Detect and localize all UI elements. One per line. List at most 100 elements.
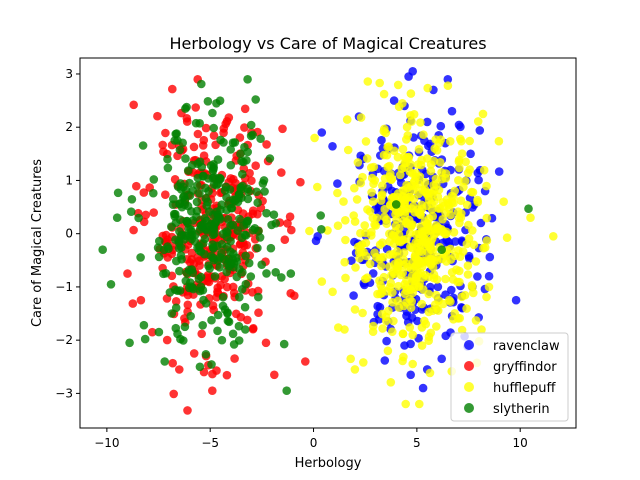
data-point — [270, 370, 279, 380]
y-tick-label: −3 — [55, 386, 73, 400]
data-point — [192, 197, 202, 207]
data-point — [209, 164, 218, 174]
data-point — [193, 129, 203, 139]
data-point — [361, 238, 371, 248]
y-tick-label: 1 — [65, 173, 73, 187]
data-point — [222, 117, 232, 126]
data-point — [138, 141, 148, 150]
data-point — [464, 220, 473, 230]
data-point — [407, 297, 417, 306]
data-point — [427, 205, 437, 214]
data-point — [213, 310, 223, 320]
data-point — [457, 149, 467, 158]
data-point — [207, 360, 216, 369]
data-point — [353, 242, 363, 252]
data-point — [212, 292, 221, 302]
data-point — [482, 236, 492, 245]
data-point — [405, 229, 415, 238]
data-point — [149, 188, 158, 198]
data-point — [179, 336, 188, 345]
data-point — [183, 406, 192, 415]
data-point — [301, 357, 310, 366]
data-point — [494, 136, 504, 146]
data-point — [240, 123, 249, 132]
y-axis: −3 −2 −1 0 1 2 3 — [55, 67, 80, 400]
y-axis-label: Care of Magical Creatures — [30, 159, 45, 327]
data-point — [450, 186, 460, 196]
data-point — [238, 268, 247, 277]
data-point — [405, 323, 415, 332]
data-point — [185, 178, 194, 188]
data-point — [182, 217, 191, 226]
data-point — [216, 135, 225, 145]
data-point — [398, 144, 408, 154]
data-point — [426, 328, 436, 338]
legend: ravenclaw gryffindor hufflepuff slytheri… — [450, 332, 569, 422]
data-point — [246, 120, 256, 130]
data-point — [229, 340, 239, 349]
data-point — [112, 213, 122, 222]
data-point — [214, 213, 223, 222]
data-point — [179, 192, 189, 201]
data-point — [462, 239, 472, 249]
data-point — [209, 220, 219, 230]
data-point — [212, 366, 221, 375]
data-point — [482, 213, 492, 223]
data-point — [425, 368, 435, 378]
data-point — [463, 270, 473, 279]
data-point — [469, 288, 478, 298]
data-point — [417, 200, 427, 210]
data-point — [310, 133, 319, 143]
data-point — [478, 109, 488, 119]
data-point — [163, 163, 173, 173]
data-point — [333, 221, 343, 230]
points-layer — [98, 67, 558, 415]
data-point — [485, 252, 495, 262]
data-point — [394, 281, 403, 291]
data-point — [441, 169, 451, 178]
data-point — [368, 327, 378, 337]
data-point — [215, 96, 225, 105]
data-point — [458, 247, 468, 256]
data-point — [446, 137, 455, 146]
data-point — [126, 207, 136, 216]
data-point — [420, 316, 429, 326]
data-point — [136, 295, 146, 305]
data-point — [238, 169, 247, 179]
data-point — [179, 235, 189, 244]
data-point — [351, 263, 360, 272]
data-point — [182, 102, 191, 112]
data-point — [406, 339, 415, 349]
data-point — [471, 316, 481, 325]
data-point — [417, 341, 427, 350]
data-point — [237, 157, 246, 166]
data-point — [240, 230, 250, 240]
data-point — [387, 194, 397, 203]
data-point — [423, 83, 433, 93]
data-point — [155, 236, 164, 246]
data-point — [467, 187, 476, 197]
data-point — [201, 299, 211, 308]
data-point — [479, 243, 488, 253]
data-point — [408, 359, 418, 369]
data-point — [474, 175, 483, 185]
data-point — [499, 197, 509, 206]
data-point — [195, 189, 204, 198]
data-point — [413, 316, 422, 326]
data-point — [406, 159, 415, 169]
data-point — [443, 75, 453, 84]
data-point — [389, 96, 399, 105]
data-point — [286, 269, 296, 278]
data-point — [197, 329, 206, 339]
data-point — [246, 272, 256, 281]
data-point — [447, 285, 456, 295]
data-point — [208, 301, 218, 310]
data-point — [235, 292, 244, 302]
data-point — [248, 130, 257, 140]
data-point — [189, 142, 199, 152]
data-point — [167, 309, 177, 318]
data-point — [217, 335, 227, 345]
data-point — [417, 323, 427, 332]
data-point — [262, 269, 271, 278]
data-point — [428, 306, 438, 316]
